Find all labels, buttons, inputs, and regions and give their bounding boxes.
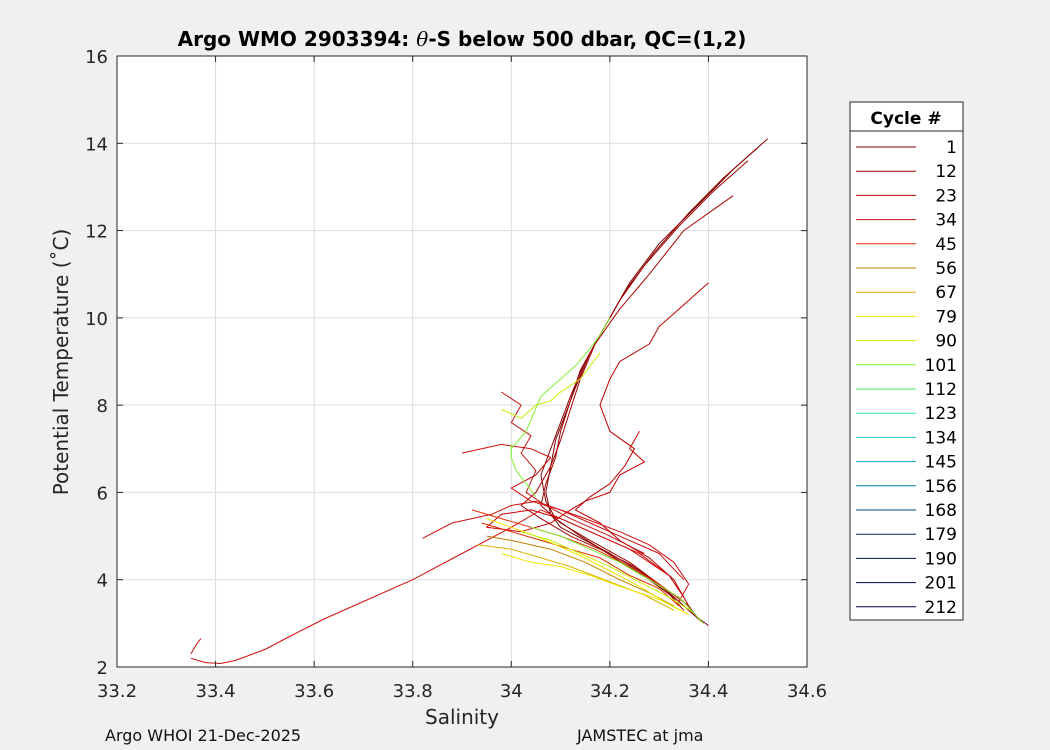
x-tick-label: 33.8 <box>393 681 433 702</box>
x-tick-label: 34.2 <box>590 681 630 702</box>
x-tick-label: 33.2 <box>97 681 137 702</box>
legend-label: 212 <box>925 598 957 618</box>
title-theta: θ <box>416 27 428 51</box>
y-tick-label: 8 <box>97 396 108 417</box>
legend-label: 168 <box>925 501 957 521</box>
chart-title: Argo WMO 2903394: θ-S below 500 dbar, QC… <box>178 27 747 51</box>
legend-box <box>849 101 964 621</box>
x-tick-label: 34 <box>500 681 523 702</box>
series-line <box>501 391 645 554</box>
legend-label: 123 <box>925 404 957 424</box>
series-line <box>510 317 611 450</box>
legend: Cycle # 11223344556677990101112123134145… <box>849 101 964 621</box>
series-line <box>530 526 704 624</box>
series-group <box>190 138 768 664</box>
legend-label: 1 <box>946 138 957 158</box>
series-line <box>422 500 690 602</box>
legend-label: 101 <box>925 356 957 376</box>
series-line <box>520 531 694 613</box>
y-tick-label: 16 <box>85 47 108 68</box>
legend-title: Cycle # <box>870 109 941 129</box>
legend-label: 112 <box>925 380 957 400</box>
legend-label: 12 <box>935 162 957 182</box>
legend-label: 156 <box>925 477 957 497</box>
series-line <box>520 195 734 611</box>
footer-right: JAMSTEC at jma <box>577 726 704 745</box>
legend-label: 201 <box>925 574 957 594</box>
legend-label: 145 <box>925 453 957 473</box>
legend-label: 90 <box>935 332 957 352</box>
legend-label: 179 <box>925 525 957 545</box>
legend-label: 34 <box>935 211 957 231</box>
x-tick-label: 33.6 <box>294 681 334 702</box>
plot-frame <box>116 55 808 668</box>
series-line <box>545 138 768 626</box>
series-line <box>501 352 601 419</box>
legend-label: 23 <box>935 186 957 206</box>
title-suffix: -S below 500 dbar, QC=(1,2) <box>428 27 746 51</box>
legend-label: 79 <box>935 307 957 327</box>
title-prefix: Argo WMO 2903394: <box>178 27 417 51</box>
y-tick-label: 12 <box>85 222 108 243</box>
plot-area <box>117 56 807 667</box>
series-line <box>510 444 537 498</box>
y-tick-label: 6 <box>97 483 108 504</box>
legend-label: 45 <box>935 235 957 255</box>
series-line <box>486 518 689 616</box>
grid <box>116 55 808 668</box>
series-line <box>540 160 749 620</box>
series-line <box>461 443 685 581</box>
ticks: 33.2 33.4 33.6 33.8 34 34.2 34.4 34.6 2 4 6 8 10 12 14… <box>85 47 827 702</box>
y-tick-label: 14 <box>85 134 108 155</box>
y-tick-label: 2 <box>97 658 108 679</box>
legend-label: 134 <box>925 428 957 448</box>
legend-label: 190 <box>925 549 957 569</box>
x-tick-label: 34.6 <box>787 681 827 702</box>
series-line <box>481 522 680 607</box>
x-axis-label: Salinity <box>425 705 499 729</box>
series-line <box>190 638 202 655</box>
series-line <box>501 553 689 616</box>
y-tick-label: 4 <box>97 571 108 592</box>
y-axis-label: Potential Temperature (˚C) <box>49 229 73 496</box>
series-line <box>190 509 670 664</box>
legend-entries: 1122334455667799010111212313414515616817… <box>856 138 957 618</box>
x-tick-label: 34.4 <box>688 681 728 702</box>
footer-left: Argo WHOI 21-Dec-2025 <box>105 726 302 745</box>
series-line <box>471 509 685 602</box>
y-tick-label: 10 <box>85 309 108 330</box>
x-tick-label: 33.4 <box>196 681 236 702</box>
legend-label: 67 <box>935 283 957 303</box>
legend-label: 56 <box>935 259 957 279</box>
